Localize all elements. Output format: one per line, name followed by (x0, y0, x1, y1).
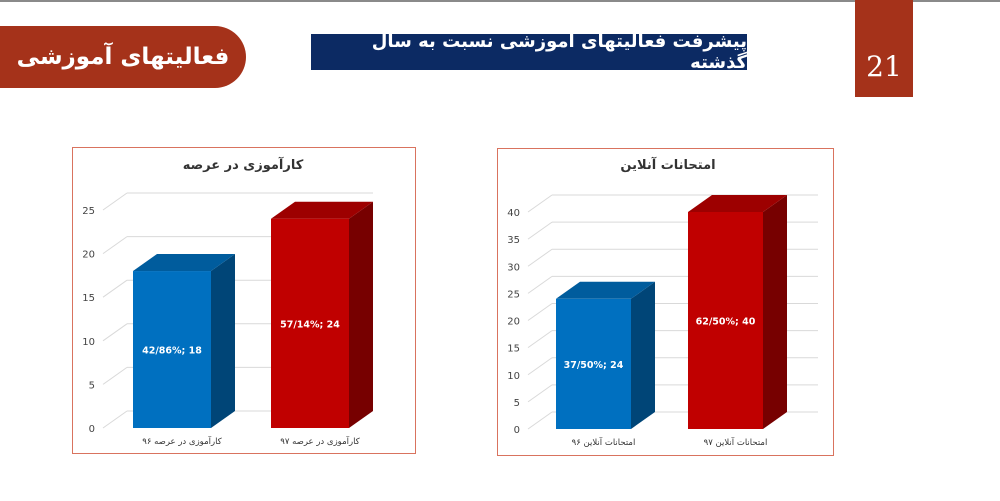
gridline-side (527, 275, 553, 294)
y-tick-label: 10 (507, 371, 520, 382)
slide-title-text: پیشرفت فعالیتهای آموزشی نسبت به سال گذشت… (371, 31, 747, 73)
page-number-tab: 21 (855, 0, 913, 97)
y-tick-label: 30 (507, 262, 520, 273)
gridline-side (102, 323, 128, 342)
chart-internship-svg: کارآموزی در عرصه 0 5 10 15 20 25 42/86%; 18 کارآ… (82, 156, 373, 447)
gridline-side (527, 221, 553, 240)
data-label: 57/14%; 24 (280, 319, 340, 330)
bar-top (133, 254, 235, 272)
bar-side (631, 281, 655, 429)
y-tick-label: 20 (507, 317, 520, 328)
chart-internship: کارآموزی در عرصه 0 5 10 15 20 25 42/86%; 18 کارآ… (72, 147, 416, 454)
bar (271, 218, 349, 428)
bar-top (688, 195, 787, 212)
y-tick-label: 5 (514, 398, 520, 409)
y-tick-label: 20 (82, 250, 95, 261)
gridline-side (102, 279, 128, 298)
bar-side (211, 254, 235, 428)
gridline-side (102, 366, 128, 385)
y-tick-label: 25 (82, 206, 95, 217)
gridline-side (527, 330, 553, 349)
y-tick-label: 0 (89, 424, 95, 435)
data-label: 62/50%; 40 (696, 317, 756, 328)
category-label: کارآموزی در عرصه ۹۶ (142, 435, 222, 447)
bar (688, 212, 763, 429)
chart-online-exams: امتحانات آنلاین 0 5 10 15 20 25 30 35 40 37/50%; 2… (497, 148, 834, 456)
section-banner: فعالیتهای آموزشی (0, 26, 246, 88)
gridline-side (527, 194, 553, 213)
gridline-side (527, 384, 553, 403)
section-title: فعالیتهای آموزشی (16, 44, 230, 70)
gridline-side (102, 410, 128, 429)
top-divider (0, 0, 1000, 2)
gridline-side (527, 303, 553, 321)
chart-title: امتحانات آنلاین (620, 156, 715, 173)
page-number: 21 (866, 50, 902, 83)
bar-side (763, 195, 787, 429)
gridline-side (527, 248, 553, 267)
y-tick-label: 5 (89, 380, 95, 391)
y-tick-label: 35 (507, 235, 520, 246)
bar-top (556, 281, 655, 299)
gridline-side (527, 357, 553, 376)
y-tick-label: 40 (507, 208, 520, 219)
bar (556, 298, 631, 429)
y-tick-label: 15 (507, 344, 520, 355)
y-tick-label: 15 (82, 293, 95, 304)
gridline-side (102, 236, 128, 255)
category-label: کارآموزی در عرصه ۹۷ (280, 435, 360, 447)
bar-top (271, 201, 373, 219)
gridline-side (527, 411, 553, 430)
bar (133, 271, 211, 428)
y-tick-label: 25 (507, 289, 520, 300)
gridline-side (102, 192, 128, 211)
chart-online-exams-svg: امتحانات آنلاین 0 5 10 15 20 25 30 35 40 37/50%; 2… (507, 156, 818, 448)
y-tick-label: 0 (514, 425, 520, 436)
chart-title: کارآموزی در عرصه (183, 156, 304, 173)
category-label: امتحانات آنلاین ۹۷ (704, 436, 768, 448)
y-tick-label: 10 (82, 337, 95, 348)
data-label: 42/86%; 18 (142, 346, 202, 357)
slide-title: پیشرفت فعالیتهای آموزشی نسبت به سال گذشت… (311, 31, 747, 73)
data-label: 37/50%; 24 (564, 360, 624, 371)
category-label: امتحانات آنلاین ۹۶ (572, 436, 636, 448)
bar-side (349, 201, 373, 428)
